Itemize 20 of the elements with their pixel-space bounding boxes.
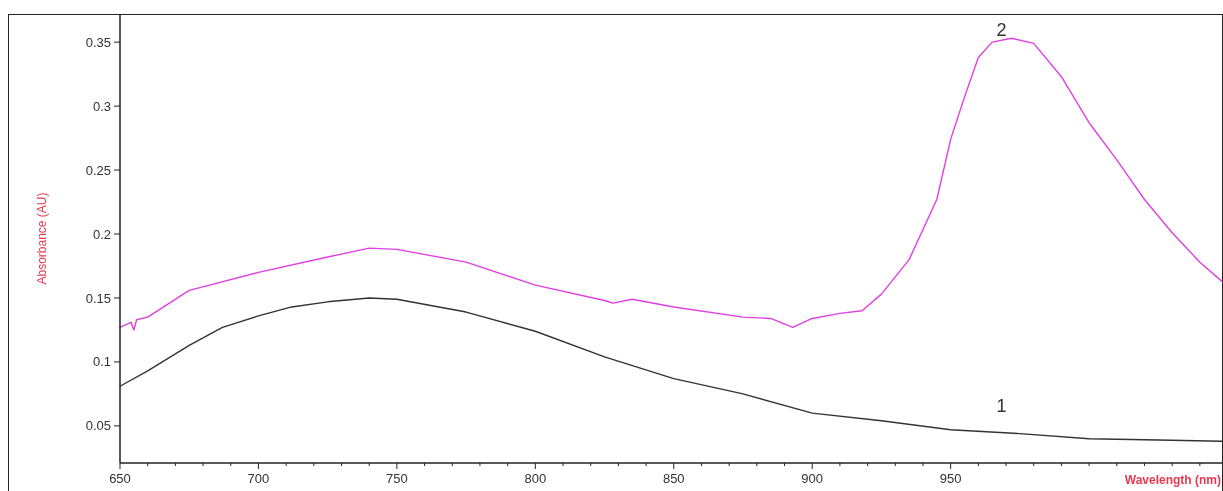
x-tick-label: 650 xyxy=(109,471,131,486)
y-tick-label: 0.3 xyxy=(92,98,111,114)
y-tick-label: 0.25 xyxy=(85,162,111,178)
y-tick-label: 0.05 xyxy=(85,418,111,434)
y-axis-title: Absorbance (AU) xyxy=(35,192,49,285)
x-tick-label: 800 xyxy=(524,471,547,486)
x-tick-label: 700 xyxy=(247,471,270,486)
x-tick-label: 900 xyxy=(801,471,824,486)
line-series xyxy=(119,297,1223,442)
y-tick-label: 0.35 xyxy=(85,34,111,50)
line-series xyxy=(119,37,1223,331)
annotation: 1 xyxy=(996,395,1007,416)
y-tick-label: 0.1 xyxy=(92,354,111,370)
x-tick-label: 750 xyxy=(386,471,408,486)
x-axis-title: Wavelength (nm) xyxy=(1124,473,1221,487)
annotation: 2 xyxy=(996,20,1007,41)
x-tick-label: 950 xyxy=(939,471,962,486)
y-tick-label: 0.15 xyxy=(85,290,111,306)
y-tick-label: 0.2 xyxy=(92,226,111,242)
x-tick-label: 850 xyxy=(662,471,685,486)
